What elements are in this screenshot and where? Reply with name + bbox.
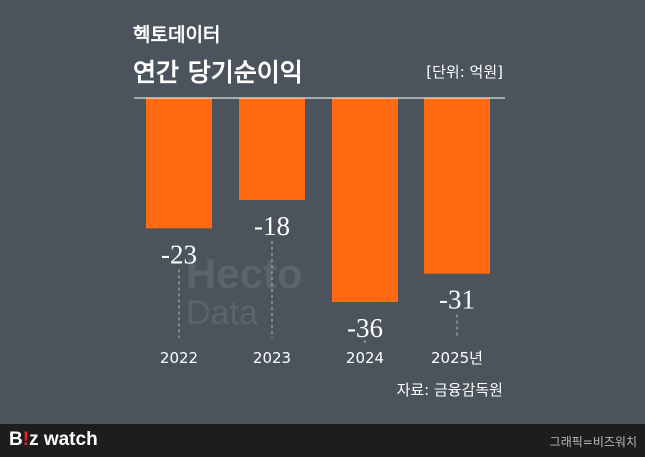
unit-label: [단위: 억원] bbox=[426, 63, 503, 81]
graphic-credit: 그래픽=비즈워치 bbox=[549, 435, 637, 449]
category-label: 2023 bbox=[253, 349, 291, 367]
chart-title: 연간 당기순이익 bbox=[133, 58, 303, 87]
bar-2025년 bbox=[424, 98, 490, 274]
value-label: -23 bbox=[161, 239, 197, 269]
bar-2023 bbox=[239, 98, 305, 200]
footer-bar: B!z watch 그래픽=비즈워치 bbox=[0, 424, 645, 457]
brand-rest: z watch bbox=[29, 429, 98, 450]
value-label: -31 bbox=[439, 285, 475, 315]
category-label: 2025년 bbox=[431, 349, 483, 367]
brand-letter-b: B bbox=[9, 429, 23, 450]
brand-exclamation: ! bbox=[22, 429, 30, 450]
watermark-line-2: Data bbox=[186, 294, 258, 332]
bar-chart: Hecto Data -23 2022 -18 2023 -36 2024 -31 2025년 bbox=[134, 97, 505, 367]
category-label: 2022 bbox=[160, 349, 198, 367]
value-label: -18 bbox=[254, 211, 290, 241]
bar-2024 bbox=[332, 98, 398, 302]
bizwatch-logo[interactable]: B!z watch bbox=[9, 429, 98, 451]
value-label: -36 bbox=[347, 313, 383, 343]
bar-2022 bbox=[146, 98, 212, 229]
watermark-line-1: Hecto bbox=[186, 250, 303, 297]
category-label: 2024 bbox=[346, 349, 384, 367]
source-note: 자료: 금융감독원 bbox=[396, 381, 503, 399]
chart-subtitle: 헥토데이터 bbox=[133, 24, 221, 46]
hecto-data-watermark-logo: Hecto Data bbox=[186, 250, 303, 332]
